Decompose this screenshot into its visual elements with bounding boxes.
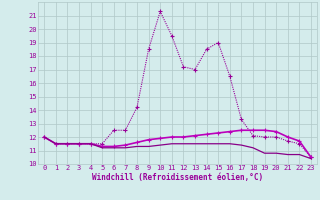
X-axis label: Windchill (Refroidissement éolien,°C): Windchill (Refroidissement éolien,°C) [92,173,263,182]
